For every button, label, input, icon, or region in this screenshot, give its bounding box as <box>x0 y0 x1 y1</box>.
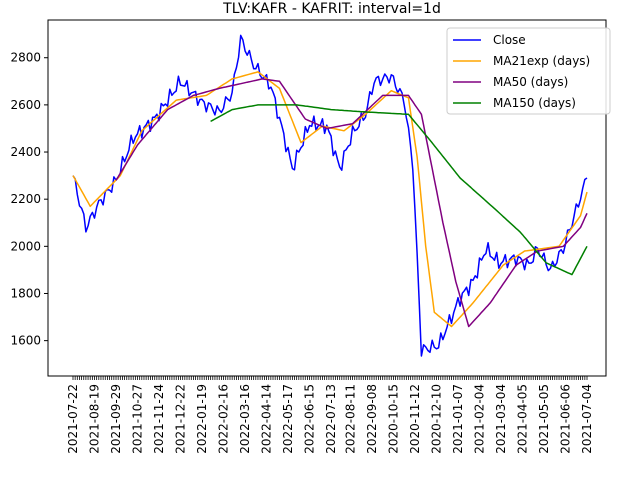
y-tick-label: 1600 <box>10 334 41 348</box>
x-tick-label: 2021-11-24 <box>152 384 166 454</box>
legend-label-ma150-days: MA150 (days) <box>493 96 576 110</box>
x-tick-label: 2020-10-15 <box>386 384 400 454</box>
x-tick-label: 2020-11-12 <box>408 384 422 454</box>
x-tick-label: 2022-04-14 <box>260 384 274 454</box>
series-line-ma50-days <box>115 78 588 328</box>
x-tick-label: 2021-07-04 <box>580 384 594 454</box>
legend-label-ma21exp-days: MA21exp (days) <box>493 54 590 68</box>
x-tick-label: 2022-01-19 <box>195 384 209 454</box>
legend-label-close: Close <box>493 33 526 47</box>
x-tick-label: 2022-08-11 <box>343 384 357 454</box>
x-tick-label: 2021-02-04 <box>472 384 486 454</box>
x-tick-label: 2022-07-13 <box>324 384 338 454</box>
x-tick-label: 2021-06-06 <box>558 384 572 454</box>
x-tick-label: 2021-10-27 <box>131 384 145 454</box>
legend-label-ma50-days: MA50 (days) <box>493 75 568 89</box>
chart-title: TLV:KAFR - KAFRIT: interval=1d <box>222 1 441 17</box>
y-tick-label: 2800 <box>10 51 41 65</box>
y-tick-label: 2200 <box>10 192 41 206</box>
x-tick-label: 2022-02-16 <box>217 384 231 454</box>
series-line-ma150-days <box>210 104 588 276</box>
x-tick-label: 2021-01-07 <box>451 384 465 454</box>
series-layer <box>72 34 588 357</box>
y-tick-label: 2600 <box>10 98 41 112</box>
x-tick-label: 2021-07-22 <box>66 384 80 454</box>
x-tick-label: 2022-09-08 <box>365 384 379 454</box>
legend: Close MA21exp (days) MA50 (days) MA150 (day… <box>446 27 611 115</box>
axes-layer: 1600 1800 2000 2200 2400 2600 2800 2021-07-22 20… <box>10 19 607 454</box>
x-tick-label: 2022-06-15 <box>303 384 317 454</box>
x-tick-label: 2020-12-10 <box>429 384 443 454</box>
x-tick-label: 2022-05-17 <box>281 384 295 454</box>
legend-box <box>446 27 611 115</box>
x-tick-label: 2021-09-29 <box>109 384 123 454</box>
x-tick-label: 2021-04-05 <box>515 384 529 454</box>
y-tick-label: 2400 <box>10 145 41 159</box>
x-tick-label: 2021-03-04 <box>494 384 508 454</box>
x-tick-label: 2021-12-22 <box>174 384 188 454</box>
x-tick-label: 2022-03-16 <box>238 384 252 454</box>
y-tick-label: 2000 <box>10 239 41 253</box>
x-tick-label: 2021-05-05 <box>537 384 551 454</box>
x-tick-label: 2021-08-19 <box>88 384 102 454</box>
y-tick-label: 1800 <box>10 286 41 300</box>
